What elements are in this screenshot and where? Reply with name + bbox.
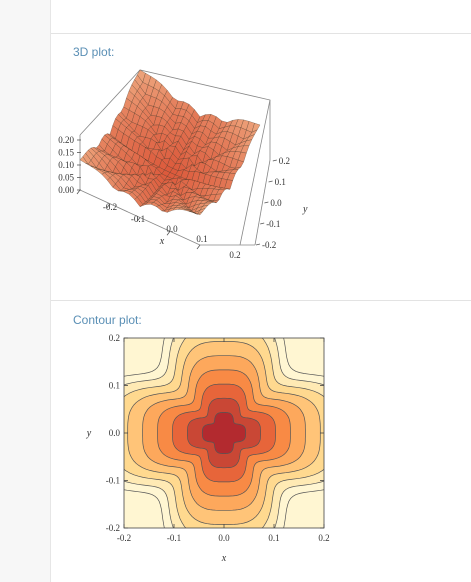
contour-axes: -0.2 -0.1 0.0 0.1 0.2 -0.2 -0.1 0.0 0.1 0.2 x y <box>86 333 330 564</box>
contour-y-tick-label: 0.1 <box>109 381 120 391</box>
y-tick-label: 0.1 <box>275 177 286 187</box>
contour-x-tick-label: -0.2 <box>117 533 131 543</box>
contour-y-tick-label: -0.1 <box>106 476 120 486</box>
x-tick-label: -0.2 <box>103 202 117 212</box>
contour-x-axis-label: x <box>221 553 227 564</box>
contour-y-tick-label: 0.2 <box>109 333 120 343</box>
x-tick-mark <box>136 217 141 222</box>
contour-y-axis-label: y <box>86 428 92 439</box>
z-tick-label: 0.00 <box>58 185 74 195</box>
contour-x-tick-label: 0.0 <box>218 533 230 543</box>
section-divider-top <box>51 33 471 34</box>
contour-y-tick-label: -0.2 <box>106 523 120 533</box>
x-tick-mark <box>106 203 111 208</box>
x-tick-mark <box>166 231 171 236</box>
surface-mesh <box>79 69 261 216</box>
x-tick-label: -0.1 <box>131 214 145 224</box>
contour-x-tick-label: -0.1 <box>167 533 181 543</box>
z-tick-label: 0.15 <box>58 148 74 158</box>
x-tick-mark <box>196 244 201 250</box>
contour-y-tick-label: 0.0 <box>109 428 121 438</box>
contour-section-label: Contour plot: <box>73 313 142 327</box>
z-tick-label: 0.20 <box>58 135 74 145</box>
y-tick-mark <box>255 243 261 246</box>
contour-x-tick-label: 0.1 <box>268 533 279 543</box>
y-tick-mark <box>264 201 269 204</box>
x-tick-label: 0.0 <box>166 224 178 234</box>
y-tick-mark <box>272 159 277 162</box>
y-tick-label: 0.2 <box>279 156 290 166</box>
z-tick-label: 0.05 <box>58 173 74 183</box>
x-tick-label: 0.1 <box>196 234 207 244</box>
y-axis-label: y <box>302 204 308 215</box>
plot3d-axes: 0.00 0.05 0.10 0.15 0.20 -0.2 -0.1 0.0 0.1 0.2 x -0… <box>58 135 308 260</box>
y-tick-label: -0.1 <box>266 219 280 229</box>
surface-patch <box>194 211 203 216</box>
contour-x-tick-label: 0.2 <box>318 533 329 543</box>
contour-plot: -0.2 -0.1 0.0 0.1 0.2 -0.2 -0.1 0.0 0.1 0.2 x y <box>86 333 330 564</box>
contour-level <box>201 412 247 454</box>
y-tick-label: 0.0 <box>270 198 282 208</box>
surface-3d-plot: 0.00 0.05 0.10 0.15 0.20 -0.2 -0.1 0.0 0.1 0.2 x -0… <box>58 69 308 260</box>
x-tick-label: 0.2 <box>229 250 240 260</box>
x-tick-mark <box>76 189 81 195</box>
plot3d-section-label: 3D plot: <box>73 45 115 59</box>
y-tick-mark <box>268 180 273 183</box>
z-tick-label: 0.10 <box>58 160 74 170</box>
y-tick-mark <box>260 222 265 225</box>
section-divider-middle <box>51 300 471 301</box>
contour-regions <box>124 338 324 528</box>
y-tick-label: -0.2 <box>262 240 276 250</box>
x-axis-label: x <box>159 236 165 247</box>
